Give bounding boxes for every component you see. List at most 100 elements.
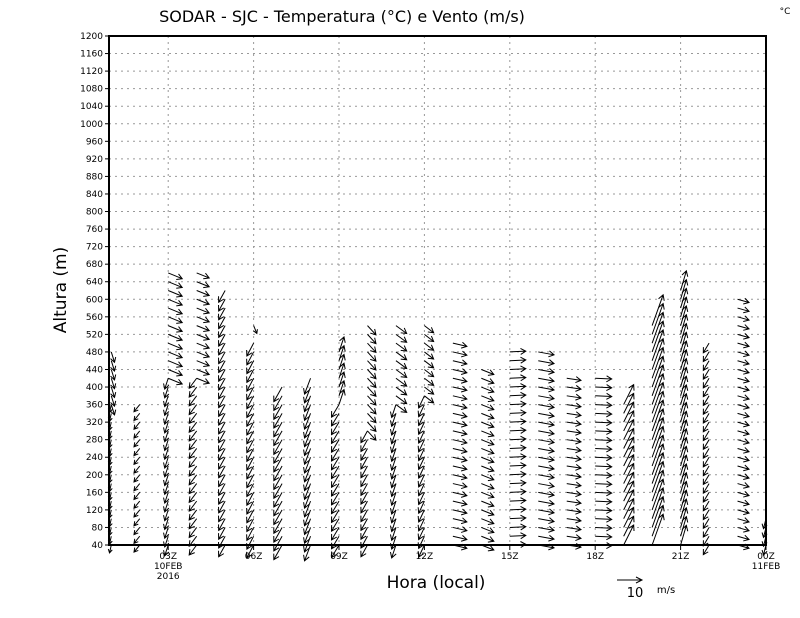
wind-arrow	[395, 395, 408, 405]
wind-arrow	[509, 347, 527, 355]
wind-arrow	[509, 523, 527, 531]
wind-arrow	[218, 360, 226, 374]
wind-arrow	[452, 535, 468, 542]
wind-arrow	[595, 392, 613, 400]
wind-arrow	[417, 527, 425, 541]
wind-arrow	[417, 457, 425, 471]
wind-arrow	[452, 341, 468, 349]
wind-arrow	[188, 492, 198, 504]
wind-arrow	[218, 369, 226, 383]
chart-title: SODAR - SJC - Temperatura (°C) e Vento (…	[159, 7, 525, 26]
wind-arrow	[509, 453, 527, 461]
wind-arrow	[330, 509, 340, 524]
wind-arrow	[389, 457, 397, 472]
y-tick-label: 640	[86, 278, 103, 288]
wind-arrow	[246, 421, 255, 436]
wind-arrow	[452, 438, 468, 446]
wind-arrow	[338, 344, 346, 361]
wind-arrow	[509, 356, 527, 364]
wind-arrow	[417, 448, 425, 462]
wind-arrow	[481, 465, 495, 473]
wind-arrow	[168, 377, 184, 386]
wind-arrow	[133, 404, 141, 413]
wind-arrow	[737, 429, 750, 437]
wind-arrow	[218, 307, 226, 321]
wind-arrow	[538, 411, 556, 419]
wind-arrow	[481, 369, 495, 376]
wind-arrow	[509, 426, 527, 434]
wind-arrow	[395, 342, 408, 352]
wind-arrow	[218, 439, 226, 453]
wind-arrow	[218, 413, 226, 426]
wind-arrow	[737, 411, 750, 419]
wind-arrow	[188, 500, 198, 512]
wind-arrow	[389, 439, 397, 454]
wind-arrow	[566, 516, 582, 524]
wind-arrow	[702, 448, 710, 459]
wind-arrow	[509, 444, 527, 452]
wind-arrow	[509, 514, 527, 522]
wind-arrow	[595, 436, 613, 444]
wind-arrow	[481, 483, 495, 490]
wind-arrow	[737, 332, 750, 340]
wind-arrow	[330, 492, 340, 506]
wind-arrow	[360, 448, 368, 462]
wind-arrow	[273, 456, 283, 473]
wind-arrow	[246, 492, 255, 507]
wind-arrow	[417, 395, 425, 409]
wind-arrow	[538, 455, 556, 463]
wind-arrow	[623, 497, 635, 519]
wind-arrow	[651, 443, 665, 475]
y-tick-label: 840	[86, 190, 103, 200]
wind-arrow	[389, 421, 397, 436]
y-tick-label: 480	[86, 348, 103, 358]
wind-arrow	[168, 290, 184, 298]
wind-arrow	[303, 421, 312, 439]
x-tick-label: 15Z	[501, 552, 519, 562]
wind-arrow	[509, 400, 527, 408]
wind-arrow	[538, 482, 556, 489]
wind-arrow	[566, 428, 582, 436]
wind-arrow	[623, 453, 635, 476]
wind-arrow	[163, 457, 170, 469]
wind-arrow	[651, 469, 665, 502]
wind-arrow	[702, 421, 710, 433]
wind-arrow	[737, 420, 750, 428]
wind-arrow	[651, 364, 665, 396]
wind-arrow	[188, 421, 198, 433]
wind-arrow	[737, 403, 750, 410]
wind-arrow	[452, 359, 468, 367]
wind-arrow	[417, 413, 425, 427]
wind-arrow	[623, 392, 635, 414]
wind-arrow	[509, 365, 527, 373]
wind-arrow	[168, 342, 184, 351]
wind-arrow	[188, 509, 198, 521]
wind-arrow	[481, 456, 495, 464]
wind-arrow	[218, 492, 226, 505]
wind-arrow	[566, 472, 582, 480]
wind-arrow	[737, 517, 750, 524]
wind-arrow	[246, 500, 255, 515]
wind-arrow	[246, 439, 255, 454]
wind-arrow	[218, 334, 226, 348]
wind-arrow	[417, 518, 425, 532]
y-tick-label: 80	[92, 523, 104, 533]
wind-arrow	[218, 290, 226, 304]
y-tick-label: 760	[86, 225, 103, 235]
wind-arrow	[188, 518, 198, 530]
wind-arrow	[702, 386, 710, 398]
reference-arrow-head	[635, 576, 644, 584]
wind-arrow	[481, 526, 495, 534]
wind-arrow	[246, 474, 255, 489]
wind-arrow	[737, 306, 750, 314]
x-tick-year: 2016	[157, 572, 180, 582]
wind-arrow	[246, 378, 255, 393]
wind-arrow	[273, 448, 283, 464]
wind-arrow	[651, 486, 665, 519]
wind-arrow	[424, 333, 435, 343]
wind-arrow	[566, 499, 582, 506]
wind-arrow	[338, 379, 346, 396]
wind-arrow	[395, 333, 408, 343]
wind-arrow	[509, 488, 527, 496]
